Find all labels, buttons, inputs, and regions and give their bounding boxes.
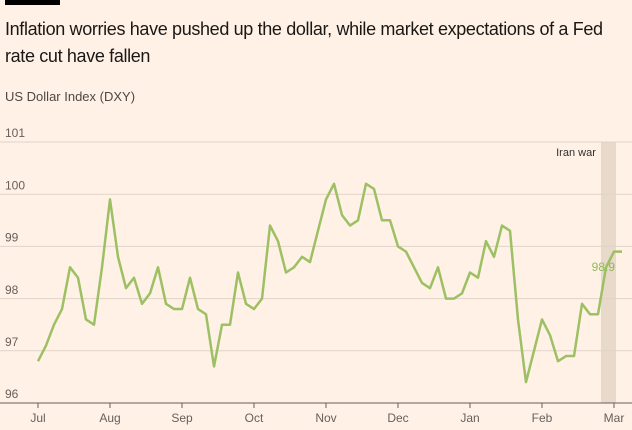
x-tick-label: Sep <box>171 411 193 425</box>
x-tick-label: Feb <box>532 411 553 425</box>
x-tick-label: Oct <box>245 411 264 425</box>
x-tick-label: Jul <box>30 411 45 425</box>
y-tick-label: 100 <box>5 178 25 192</box>
value-annotation: 98.9 <box>592 260 616 274</box>
data-line <box>36 182 622 384</box>
y-tick-label: 98 <box>5 283 19 297</box>
x-tick-label: Jan <box>460 411 479 425</box>
y-tick-label: 101 <box>5 126 25 140</box>
y-tick-label: 99 <box>5 231 19 245</box>
y-tick-label: 97 <box>5 335 19 349</box>
event-band <box>601 142 616 403</box>
annotation: Iran war <box>556 147 596 159</box>
x-tick-label: Aug <box>99 411 120 425</box>
x-tick-label: Mar <box>604 411 625 425</box>
x-tick-label: Dec <box>387 411 408 425</box>
y-tick-label: 96 <box>5 387 19 401</box>
brand-bar <box>5 0 60 5</box>
chart-subtitle: US Dollar Index (DXY) <box>5 89 136 104</box>
x-tick-label: Nov <box>315 411 336 425</box>
chart-title: Inflation worries have pushed up the dol… <box>5 19 603 66</box>
